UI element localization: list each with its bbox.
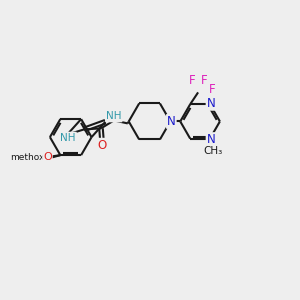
Text: N: N <box>207 133 215 146</box>
Text: NH: NH <box>61 133 76 142</box>
Text: N: N <box>167 115 176 128</box>
Text: F: F <box>209 83 215 96</box>
Text: N: N <box>207 97 215 110</box>
Text: O: O <box>40 154 49 164</box>
Text: F: F <box>201 74 207 87</box>
Text: methoxy: methoxy <box>10 153 50 162</box>
Text: NH: NH <box>106 112 122 122</box>
Text: CH₃: CH₃ <box>203 146 223 157</box>
Text: O: O <box>43 152 52 162</box>
Text: O: O <box>98 139 106 152</box>
Text: F: F <box>189 74 196 87</box>
